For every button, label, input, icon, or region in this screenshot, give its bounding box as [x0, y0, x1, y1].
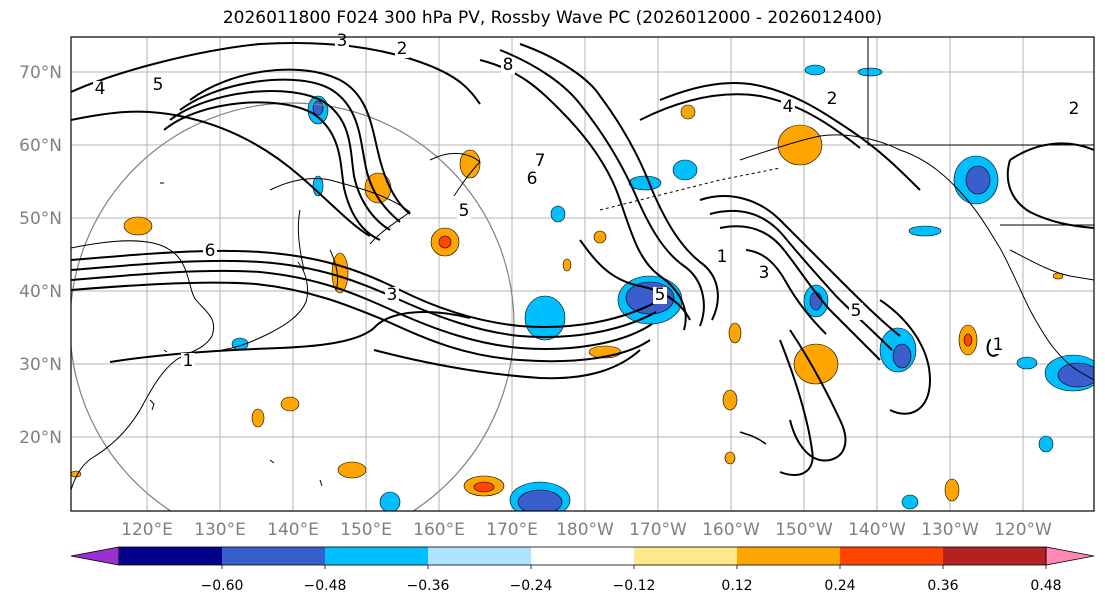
colorbar-segment: [531, 547, 634, 565]
longitude-labels: 120°E 130°E 140°E 150°E 160°E 170°E 180°W 170°W…: [121, 520, 1052, 540]
contour-label: 5: [459, 201, 470, 221]
contour-label-bg: [181, 353, 195, 370]
contour-label: 6: [205, 241, 216, 261]
colorbar-extension-low: [70, 546, 120, 566]
colorbar-segment: [428, 547, 531, 565]
colorbar: −0.60 −0.48 −0.36 −0.24 −0.12 0.12 0.24 0.36 0.4…: [70, 546, 1095, 594]
contour-label-bg: [525, 171, 539, 188]
longitude-tick-label: 140°W: [848, 520, 906, 540]
colorbar-frame: [118, 546, 1047, 566]
contour-label: 2: [397, 39, 408, 59]
contour-label-bg: [1067, 101, 1081, 118]
colorbar-tick-label: −0.60: [201, 578, 244, 594]
colorbar-tick-label: 0.12: [721, 578, 752, 594]
longitude-tick-label: 150°W: [775, 520, 833, 540]
map-title: 2026011800 F024 300 hPa PV, Rossby Wave …: [222, 8, 883, 28]
contour-label: 2: [1069, 99, 1080, 119]
longitude-tick-label: 170°E: [486, 520, 538, 540]
contour-label-bg: [653, 287, 667, 304]
contour-label: 3: [387, 285, 398, 305]
contour-label-bg: [849, 303, 863, 320]
contour-label: 4: [783, 97, 794, 117]
contour-label-bg: [533, 153, 547, 170]
longitude-tick-label: 140°E: [267, 520, 319, 540]
latitude-tick-label: 50°N: [19, 209, 62, 229]
contour-label: 1: [717, 247, 728, 267]
colorbar-tick-label: −0.24: [510, 578, 553, 594]
colorbar-tick-label: 0.24: [824, 578, 855, 594]
contour-label: 4: [95, 79, 106, 99]
positive-anomaly-patches: [71, 104, 1064, 502]
contour-label: 3: [337, 31, 348, 51]
contour-label-bg: [203, 243, 217, 260]
colorbar-tick-label: 0.36: [927, 578, 958, 594]
contour-label: 6: [527, 169, 538, 189]
contour-label-bg: [757, 265, 771, 282]
colorbar-tick-label: −0.48: [304, 578, 347, 594]
colorbar-segment: [634, 547, 737, 565]
map-area: [71, 37, 1094, 511]
latitude-tick-label: 60°N: [19, 136, 62, 156]
contour-label-bg: [991, 337, 1005, 354]
contour-label: 5: [851, 301, 862, 321]
contour-label-bg: [457, 203, 471, 220]
contour-label: 5: [655, 285, 666, 305]
latitude-tick-label: 20°N: [19, 428, 62, 448]
latitude-tick-label: 40°N: [19, 282, 62, 302]
pv-contours: [71, 41, 1094, 477]
colorbar-segment: [737, 547, 840, 565]
contour-label: 8: [503, 55, 514, 75]
colorbar-extension-high: [1045, 546, 1095, 566]
longitude-tick-label: 180°W: [556, 520, 614, 540]
contour-label: 1: [993, 335, 1004, 355]
colorbar-segment: [119, 547, 222, 565]
contour-label-bg: [715, 249, 729, 266]
colorbar-tick-label: −0.36: [407, 578, 450, 594]
longitude-tick-label: 160°W: [702, 520, 760, 540]
contour-label-bg: [781, 99, 795, 116]
colorbar-segment: [222, 547, 325, 565]
colorbar-segment: [840, 547, 943, 565]
contour-label-bg: [395, 41, 409, 58]
longitude-tick-label: 170°W: [629, 520, 687, 540]
latitude-tick-label: 70°N: [19, 63, 62, 83]
longitude-tick-label: 130°W: [921, 520, 979, 540]
colorbar-segment: [325, 547, 428, 565]
contour-label-bg: [93, 81, 107, 98]
colorbar-segment: [943, 547, 1046, 565]
latitude-tick-label: 30°N: [19, 355, 62, 375]
longitude-tick-label: 130°E: [194, 520, 246, 540]
contour-label-bg: [501, 57, 515, 74]
contour-label: 7: [535, 151, 546, 171]
coastlines: [71, 37, 1094, 491]
contour-label: 3: [759, 263, 770, 283]
latitude-labels: 70°N 60°N 50°N 40°N 30°N 20°N: [19, 63, 62, 448]
contour-label-bg: [825, 91, 839, 108]
contour-label: 1: [183, 351, 194, 371]
contour-label-bg: [151, 77, 165, 94]
contour-label-bg: [385, 287, 399, 304]
map-frame: [70, 36, 1095, 512]
contour-label: 2: [827, 89, 838, 109]
longitude-tick-label: 160°E: [413, 520, 465, 540]
colorbar-tick-label: −0.12: [613, 578, 656, 594]
contour-label: 5: [153, 75, 164, 95]
longitude-tick-label: 120°E: [121, 520, 173, 540]
longitude-tick-label: 120°W: [994, 520, 1052, 540]
colorbar-tick-label: 0.48: [1030, 578, 1061, 594]
longitude-tick-label: 150°E: [340, 520, 392, 540]
